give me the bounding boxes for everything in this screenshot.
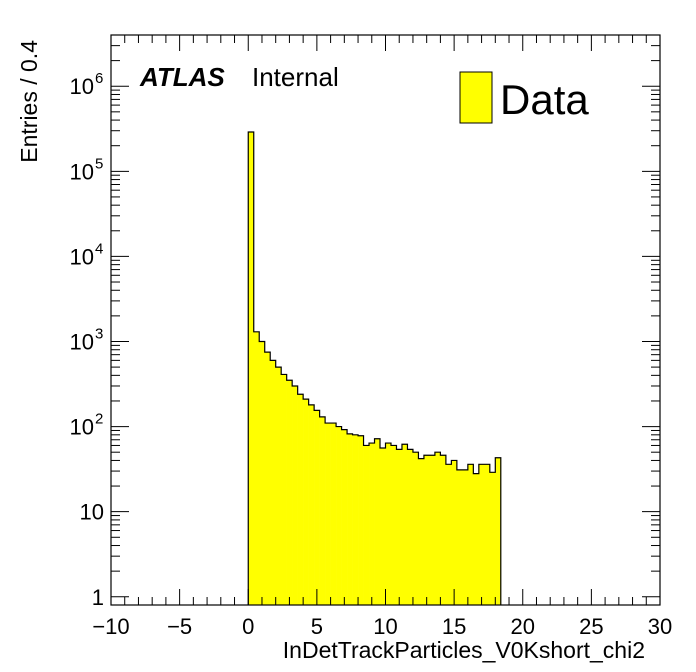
y-tick-exponent: 2 (95, 411, 103, 428)
histogram-bar (396, 449, 403, 605)
plot-frame (110, 34, 661, 606)
histogram-bar (259, 341, 266, 605)
histogram-bar (319, 416, 326, 605)
y-tick-exponent: 3 (95, 325, 103, 342)
y-tick-label: 10 (70, 415, 94, 440)
y-tick-label: 1 (92, 585, 104, 610)
histogram-bar (451, 460, 458, 605)
y-axis-label: Entries / 0.4 (16, 40, 42, 163)
y-tick-exponent: 6 (95, 70, 103, 87)
histogram-bar (347, 433, 353, 605)
histogram-bar (445, 464, 452, 605)
x-tick-label: 20 (511, 614, 535, 639)
histogram-bars (247, 131, 502, 605)
histogram-bar (478, 464, 485, 605)
x-axis-label: InDetTrackParticles_V0Kshort_chi2 (283, 637, 645, 663)
histogram-bar (412, 452, 419, 605)
histogram-bar (363, 445, 370, 605)
histogram-bar (440, 455, 447, 605)
histogram-bar (325, 423, 331, 605)
histogram-bar (275, 367, 282, 605)
y-tick-exponent: 4 (95, 240, 103, 257)
histogram-bar (390, 445, 397, 605)
histogram-bar (336, 426, 342, 605)
x-tick-label: 30 (648, 614, 672, 639)
histogram-bar (495, 457, 502, 605)
legend-swatch (459, 71, 493, 124)
histogram-bar (308, 404, 315, 605)
y-tick-label: 10 (70, 159, 94, 184)
histogram-bar (374, 438, 381, 605)
histogram-bar (330, 423, 337, 605)
histogram-bar (489, 472, 496, 605)
atlas-label-text: Internal (252, 62, 339, 92)
x-tick-labels: −10 −5 0 5 10 15 20 25 30 (92, 614, 672, 639)
histogram-bar (292, 385, 298, 605)
histogram-bar (352, 434, 359, 605)
x-tick-label: 15 (442, 614, 466, 639)
axis-ticks (110, 34, 661, 605)
histogram-bar (473, 473, 480, 605)
histogram-bar (297, 394, 304, 605)
histogram-bar (401, 444, 408, 605)
histogram-bar (264, 352, 271, 605)
y-tick-label: 10 (70, 244, 94, 269)
y-tick-label: 10 (70, 74, 94, 99)
histogram-outline (247, 131, 502, 605)
histogram-bar (467, 464, 474, 605)
histogram-bar (286, 380, 293, 605)
legend-label: Data (500, 76, 589, 123)
histogram-bar (369, 443, 375, 605)
x-tick-label: 0 (242, 614, 254, 639)
y-tick-label: 10 (80, 500, 104, 525)
histogram-bar (270, 360, 276, 605)
histogram-bar (429, 455, 436, 605)
histogram-bar (248, 131, 255, 605)
histogram-bar (380, 448, 386, 605)
histogram-bar (341, 429, 348, 605)
histogram-bar (407, 449, 414, 605)
y-tick-label: 10 (70, 329, 94, 354)
histogram-bar (418, 458, 425, 605)
y-tick-exponent: 5 (95, 155, 103, 172)
atlas-label-bold: ATLAS (139, 62, 225, 92)
histogram-bar (484, 464, 491, 605)
histogram-bar (358, 435, 364, 605)
x-tick-label: 25 (579, 614, 603, 639)
histogram-bar (253, 331, 260, 605)
x-tick-label: 10 (373, 614, 397, 639)
histogram-bar (303, 399, 309, 605)
histogram-bar (281, 374, 287, 605)
histogram-bar (385, 443, 392, 605)
histogram-bar (423, 455, 430, 605)
histogram-bar (314, 410, 320, 605)
x-tick-label: −10 (92, 614, 129, 639)
x-tick-label: 5 (311, 614, 323, 639)
histogram-bar (434, 452, 441, 605)
x-tick-label: −5 (167, 614, 192, 639)
histogram-bar (462, 469, 469, 605)
histogram-bar (456, 469, 463, 605)
